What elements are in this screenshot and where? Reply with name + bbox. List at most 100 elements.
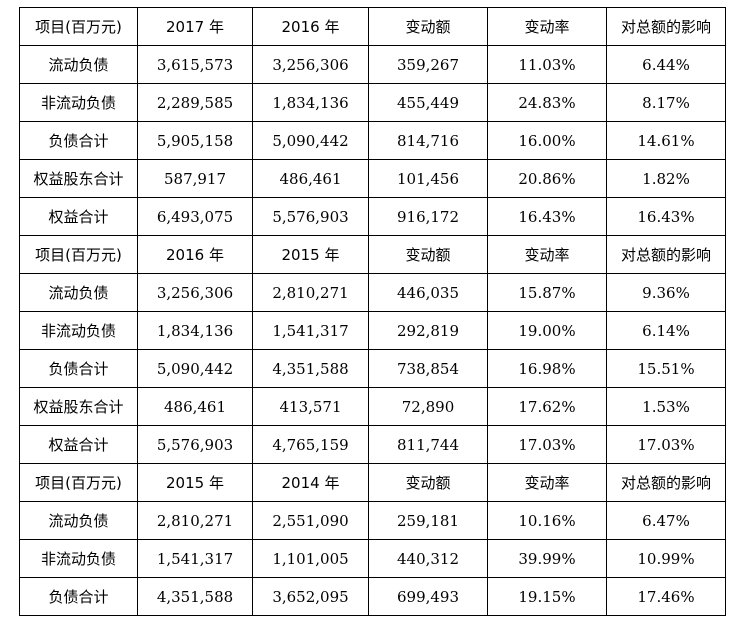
header-cell-item: 项目(百万元) (19, 463, 138, 502)
cell-year-a: 5,576,903 (137, 425, 253, 464)
cell-year-b: 1,101,005 (252, 539, 369, 578)
table-row: 流动负债 3,615,573 3,256,306 359,267 11.03% 6.44% (19, 45, 726, 84)
table-row: 非流动负债 1,541,317 1,101,005 440,312 39.99% 10.9… (19, 539, 726, 578)
cell-year-a: 486,461 (137, 387, 253, 426)
cell-year-b: 5,576,903 (252, 197, 369, 236)
cell-item: 权益合计 (19, 197, 138, 236)
cell-year-a: 5,905,158 (137, 121, 253, 160)
cell-impact-on-total: 17.46% (606, 577, 726, 616)
header-cell-change-amount: 变动额 (368, 463, 488, 502)
cell-change-amount: 446,035 (368, 273, 488, 312)
cell-change-amount: 101,456 (368, 159, 488, 198)
cell-year-a: 1,541,317 (137, 539, 253, 578)
cell-change-amount: 738,854 (368, 349, 488, 388)
header-cell-year-a: 2017 年 (137, 7, 253, 46)
cell-year-a: 2,810,271 (137, 501, 253, 540)
table-row: 负债合计 5,905,158 5,090,442 814,716 16.00% 14.61… (19, 121, 726, 160)
cell-impact-on-total: 1.82% (606, 159, 726, 198)
cell-year-a: 5,090,442 (137, 349, 253, 388)
cell-change-amount: 811,744 (368, 425, 488, 464)
cell-year-b: 2,810,271 (252, 273, 369, 312)
header-cell-year-a: 2015 年 (137, 463, 253, 502)
cell-year-a: 6,493,075 (137, 197, 253, 236)
section-header-row: 项目(百万元) 2016 年 2015 年变动额 变动率 对总额的影响 (19, 235, 726, 274)
header-cell-change-amount: 变动额 (368, 7, 488, 46)
table-row: 权益股东合计 486,461 413,571 72,890 17.62% 1.53% (19, 387, 726, 426)
cell-year-b: 3,652,095 (252, 577, 369, 616)
cell-item: 负债合计 (19, 121, 138, 160)
cell-item: 权益股东合计 (19, 159, 138, 198)
cell-year-a: 2,289,585 (137, 83, 253, 122)
cell-item: 非流动负债 (19, 311, 138, 350)
cell-item: 非流动负债 (19, 83, 138, 122)
cell-year-b: 3,256,306 (252, 45, 369, 84)
cell-change-amount: 292,819 (368, 311, 488, 350)
cell-change-rate: 10.16% (487, 501, 607, 540)
cell-change-rate: 16.00% (487, 121, 607, 160)
cell-impact-on-total: 8.17% (606, 83, 726, 122)
cell-change-rate: 24.83% (487, 83, 607, 122)
cell-change-amount: 359,267 (368, 45, 488, 84)
cell-year-a: 3,615,573 (137, 45, 253, 84)
cell-change-amount: 916,172 (368, 197, 488, 236)
header-cell-year-a: 2016 年 (137, 235, 253, 274)
cell-impact-on-total: 6.44% (606, 45, 726, 84)
cell-change-rate: 19.00% (487, 311, 607, 350)
cell-year-b: 1,834,136 (252, 83, 369, 122)
header-cell-year-b: 2015 年 (252, 235, 369, 274)
table-row: 权益合计 5,576,903 4,765,159 811,744 17.03% 17.03… (19, 425, 726, 464)
cell-change-rate: 39.99% (487, 539, 607, 578)
cell-year-a: 4,351,588 (137, 577, 253, 616)
cell-change-amount: 440,312 (368, 539, 488, 578)
cell-change-rate: 17.03% (487, 425, 607, 464)
cell-year-b: 486,461 (252, 159, 369, 198)
cell-year-a: 1,834,136 (137, 311, 253, 350)
header-cell-change-rate: 变动率 (487, 235, 607, 274)
cell-year-b: 5,090,442 (252, 121, 369, 160)
header-cell-impact-on-total: 对总额的影响 (606, 235, 726, 274)
header-cell-item: 项目(百万元) (19, 235, 138, 274)
header-cell-change-rate: 变动率 (487, 463, 607, 502)
cell-change-rate: 16.98% (487, 349, 607, 388)
header-cell-change-amount: 变动额 (368, 235, 488, 274)
table-row: 非流动负债 2,289,585 1,834,136 455,449 24.83% 8.17… (19, 83, 726, 122)
cell-impact-on-total: 10.99% (606, 539, 726, 578)
cell-year-b: 4,351,588 (252, 349, 369, 388)
header-cell-year-b: 2014 年 (252, 463, 369, 502)
header-cell-impact-on-total: 对总额的影响 (606, 463, 726, 502)
liabilities-equity-change-table: 项目(百万元) 2017 年 2016 年变动额 变动率 对总额的影响 流动负债 3,615… (19, 7, 726, 616)
section-header-row: 项目(百万元) 2017 年 2016 年变动额 变动率 对总额的影响 (19, 7, 726, 46)
cell-change-amount: 455,449 (368, 83, 488, 122)
cell-change-rate: 16.43% (487, 197, 607, 236)
table-row: 非流动负债 1,834,136 1,541,317 292,819 19.00% 6.14… (19, 311, 726, 350)
cell-impact-on-total: 6.47% (606, 501, 726, 540)
cell-item: 非流动负债 (19, 539, 138, 578)
cell-change-rate: 20.86% (487, 159, 607, 198)
cell-year-b: 1,541,317 (252, 311, 369, 350)
cell-impact-on-total: 15.51% (606, 349, 726, 388)
table-row: 权益股东合计 587,917 486,461 101,456 20.86% 1.82% (19, 159, 726, 198)
header-cell-change-rate: 变动率 (487, 7, 607, 46)
cell-item: 流动负债 (19, 273, 138, 312)
header-cell-item: 项目(百万元) (19, 7, 138, 46)
cell-change-amount: 699,493 (368, 577, 488, 616)
table-row: 负债合计 5,090,442 4,351,588 738,854 16.98% 15.51… (19, 349, 726, 388)
cell-impact-on-total: 9.36% (606, 273, 726, 312)
cell-change-amount: 814,716 (368, 121, 488, 160)
section-header-row: 项目(百万元) 2015 年 2014 年变动额 变动率 对总额的影响 (19, 463, 726, 502)
cell-year-a: 3,256,306 (137, 273, 253, 312)
cell-change-rate: 17.62% (487, 387, 607, 426)
cell-year-b: 413,571 (252, 387, 369, 426)
header-cell-year-b: 2016 年 (252, 7, 369, 46)
table-body: 项目(百万元) 2017 年 2016 年变动额 变动率 对总额的影响 流动负债 3,615… (19, 7, 726, 616)
cell-year-b: 4,765,159 (252, 425, 369, 464)
cell-change-rate: 15.87% (487, 273, 607, 312)
table-row: 流动负债 3,256,306 2,810,271 446,035 15.87% 9.36% (19, 273, 726, 312)
table-row: 权益合计 6,493,075 5,576,903 916,172 16.43% 16.43… (19, 197, 726, 236)
cell-change-amount: 259,181 (368, 501, 488, 540)
cell-impact-on-total: 14.61% (606, 121, 726, 160)
cell-change-rate: 11.03% (487, 45, 607, 84)
table-row: 流动负债 2,810,271 2,551,090 259,181 10.16% 6.47% (19, 501, 726, 540)
header-cell-impact-on-total: 对总额的影响 (606, 7, 726, 46)
cell-impact-on-total: 16.43% (606, 197, 726, 236)
